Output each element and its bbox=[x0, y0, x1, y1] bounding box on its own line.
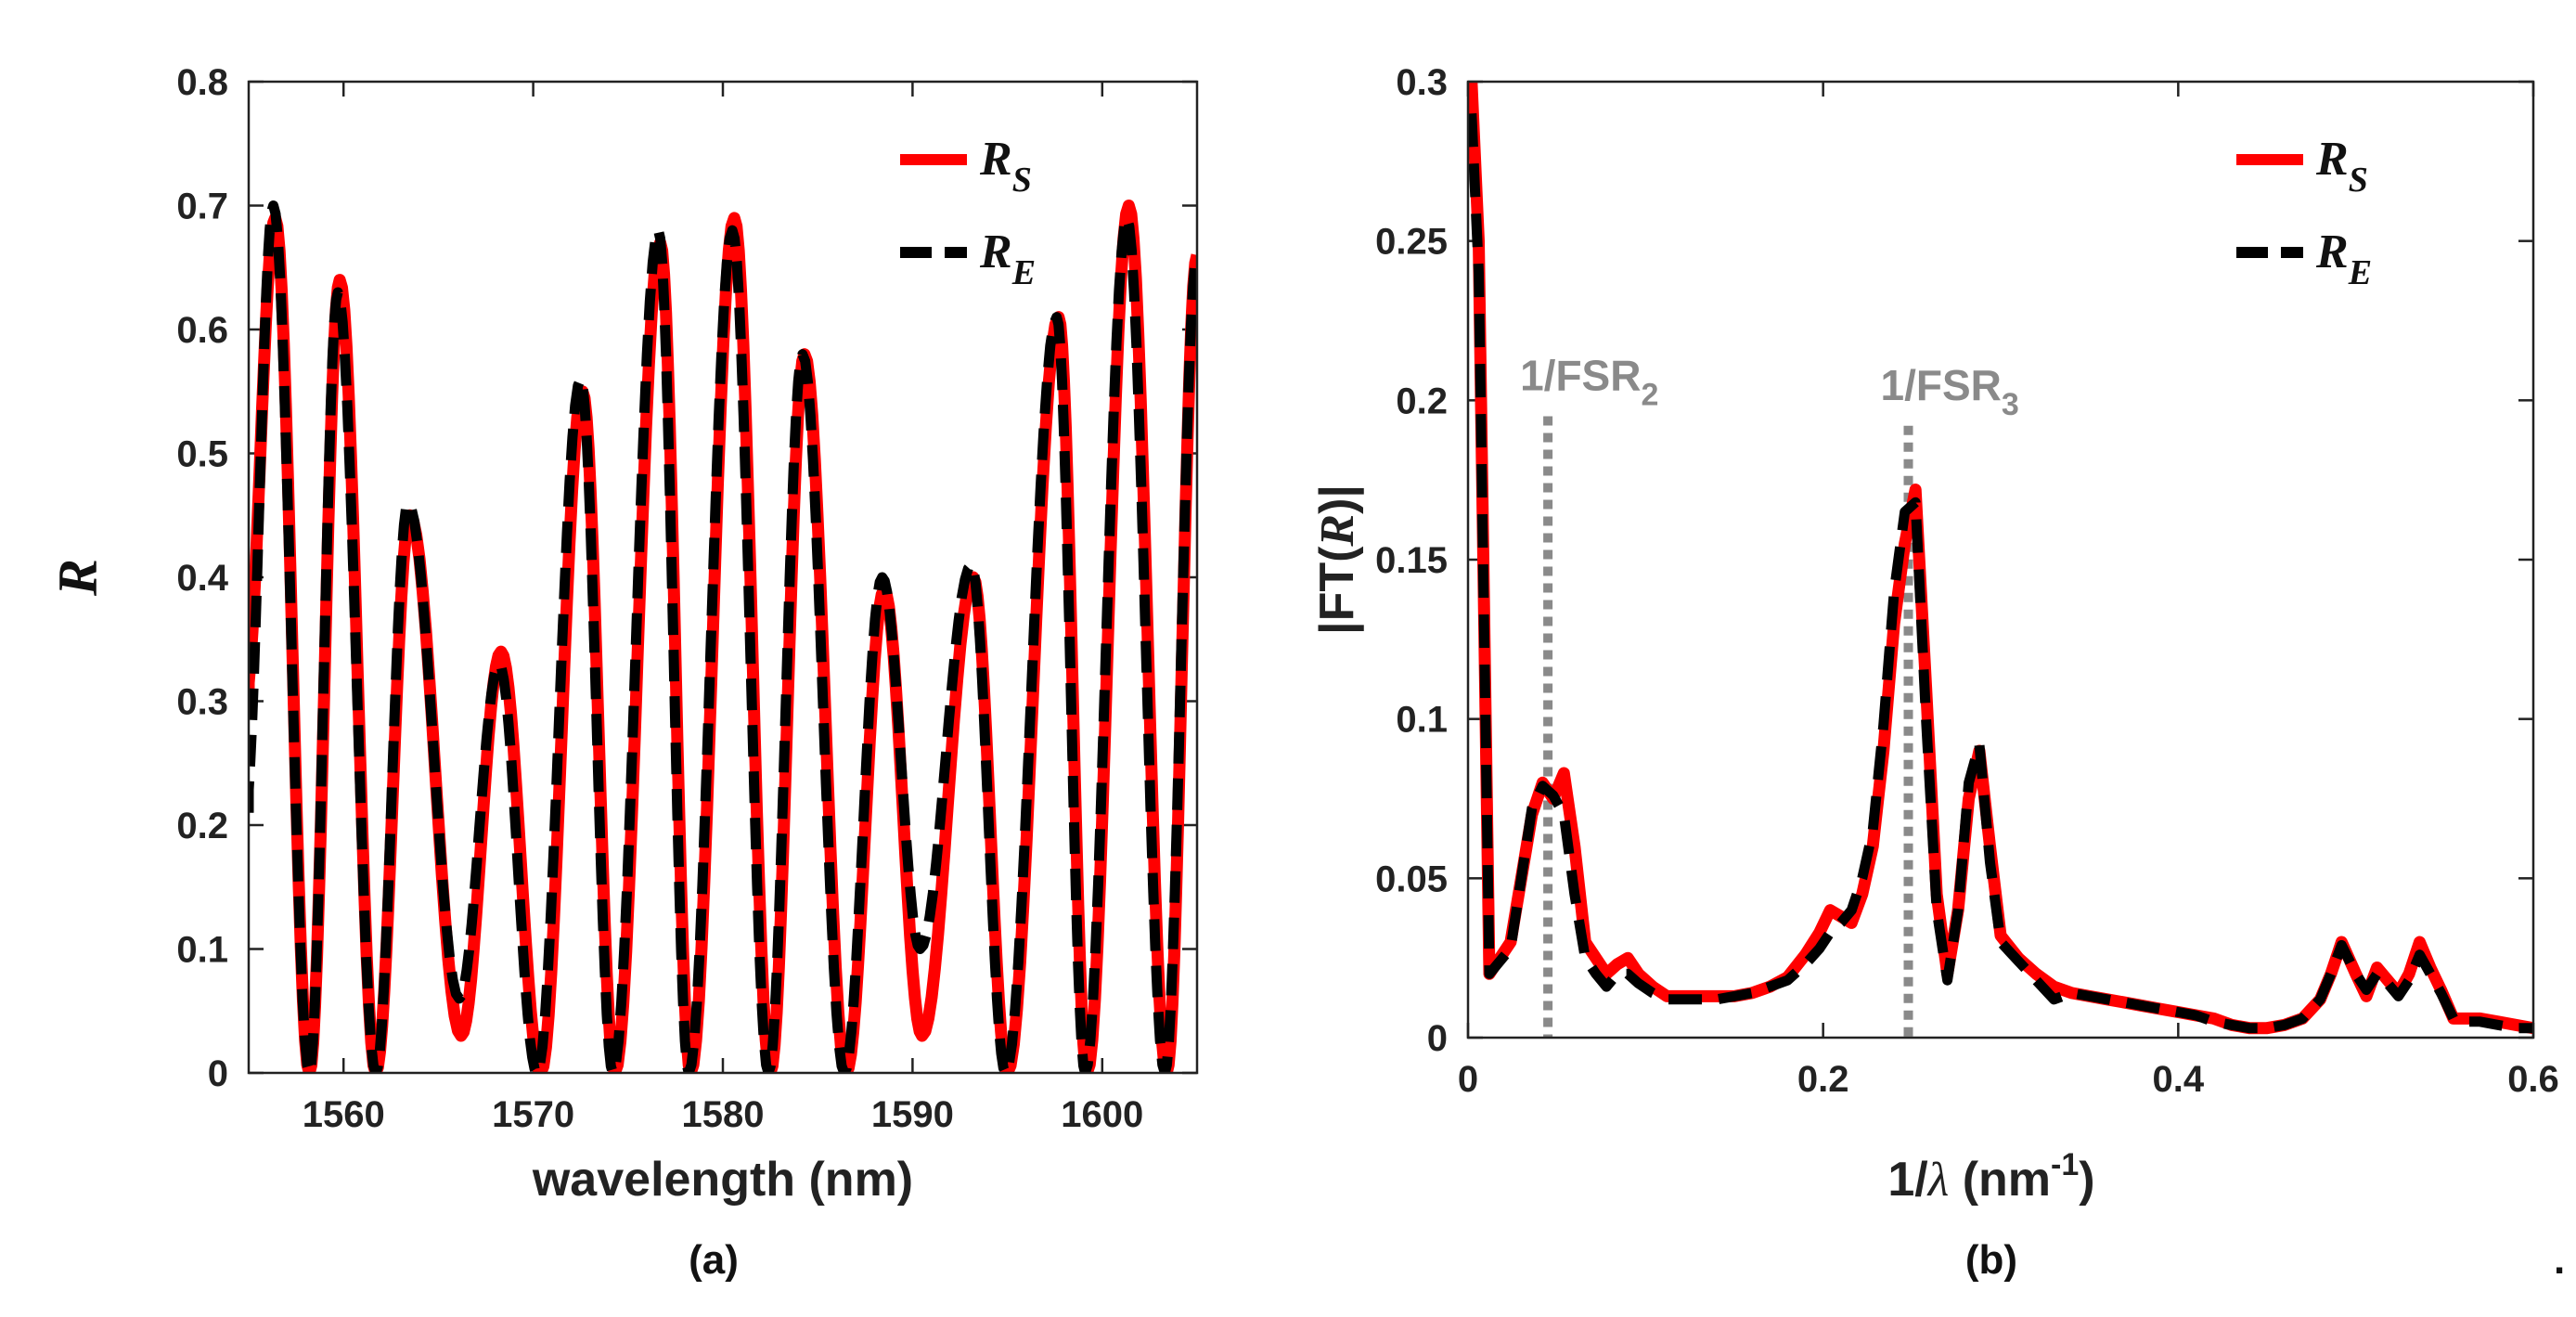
legend-sub: S bbox=[1012, 161, 1032, 200]
y-tick-label: 0.6 bbox=[176, 310, 228, 351]
x-tick-label: 1580 bbox=[682, 1094, 765, 1135]
trailing-mark: . bbox=[2554, 1237, 2565, 1283]
series-line-R_E bbox=[249, 200, 1197, 1073]
y-tick-label: 0.2 bbox=[176, 806, 228, 846]
x-tick-label: 0.2 bbox=[1797, 1059, 1849, 1100]
legend-entry: RS bbox=[2315, 133, 2368, 200]
panel-b-xlabel: 1/λ (nm-1) bbox=[1887, 1147, 2094, 1207]
y-tick-label: 0.3 bbox=[176, 682, 228, 723]
fsr-label-main: 1/FSR bbox=[1520, 352, 1641, 400]
b-xlabel-unit: (nm bbox=[1949, 1153, 2051, 1207]
y-tick-label: 0.5 bbox=[176, 434, 228, 475]
y-tick-label: 0.15 bbox=[1375, 540, 1448, 581]
y-tick-label: 0.2 bbox=[1396, 381, 1448, 421]
legend-entry: RE bbox=[979, 226, 1036, 292]
y-tick-label: 0.25 bbox=[1375, 222, 1448, 263]
legend-sub: E bbox=[2348, 253, 2372, 292]
panel-b-caption: (b) bbox=[1965, 1237, 2017, 1283]
b-xlabel-exp: -1 bbox=[2051, 1147, 2079, 1182]
legend-sub: S bbox=[2349, 161, 2368, 200]
legend-main: R bbox=[979, 226, 1012, 278]
b-ylabel-pre: |FT( bbox=[1310, 546, 1364, 635]
y-tick-label: 0.05 bbox=[1375, 859, 1448, 899]
y-tick-label: 0.1 bbox=[1396, 700, 1448, 741]
x-tick-label: 0.4 bbox=[2153, 1059, 2205, 1100]
fsr-label: 1/FSR3 bbox=[1881, 361, 2019, 422]
panel-a-ylabel: R bbox=[47, 559, 109, 597]
panel-b-ticks: 0 0.2 0.4 0.6 0 0.05 0.1 0.15 0.2 0.25 0.3 bbox=[1375, 62, 2559, 1100]
y-tick-label: 0.7 bbox=[176, 187, 228, 227]
panel-b-annotations: 1/FSR2 1/FSR3 bbox=[1520, 352, 2019, 1038]
b-xlabel-symbol: λ bbox=[1926, 1154, 1950, 1207]
x-tick-label: 1600 bbox=[1061, 1094, 1143, 1135]
panel-a-frame bbox=[247, 80, 1199, 1075]
fsr-label-sub: 3 bbox=[2002, 387, 2019, 422]
panel-a-series bbox=[249, 200, 1197, 1073]
panel-b: 0 0.2 0.4 0.600.050.10.150.20.250.3 1/FSR2 1… bbox=[1310, 62, 2559, 1283]
b-ylabel-var: R bbox=[1311, 514, 1364, 548]
y-tick-label: 0.1 bbox=[176, 930, 228, 971]
y-tick-label: 0 bbox=[208, 1053, 228, 1094]
legend-main: R bbox=[2315, 226, 2349, 278]
y-tick-label: 0.4 bbox=[176, 558, 228, 599]
b-xlabel-close: ) bbox=[2079, 1153, 2094, 1207]
x-tick-label: 0 bbox=[1458, 1059, 1478, 1100]
panel-a: 1560 1570 1580 1590 1600 0 0.1 0.2 0.3 0.4 0.5 0.6 0… bbox=[47, 62, 1199, 1283]
legend-main: R bbox=[2315, 133, 2349, 186]
panel-a-xlabel: wavelength (nm) bbox=[532, 1153, 913, 1207]
x-tick-label: 1570 bbox=[492, 1094, 574, 1135]
b-ylabel-post: )| bbox=[1310, 484, 1364, 514]
series-line-R_E bbox=[1468, 113, 2533, 1034]
y-tick-label: 0.3 bbox=[1396, 62, 1448, 103]
x-tick-label: 1560 bbox=[303, 1094, 385, 1135]
panel-b-series bbox=[1468, 82, 2533, 1035]
legend-main: R bbox=[979, 133, 1012, 186]
x-tick-label: 0.6 bbox=[2507, 1059, 2559, 1100]
y-tick-label: 0.8 bbox=[176, 62, 228, 103]
fsr-label-sub: 2 bbox=[1641, 378, 1658, 413]
fsr-label: 1/FSR2 bbox=[1520, 352, 1658, 413]
b-xlabel-main: 1/ bbox=[1887, 1153, 1927, 1207]
panel-a-ticks: 1560 1570 1580 1590 1600 0 0.1 0.2 0.3 0.4 0.5 0.6 0… bbox=[176, 62, 1197, 1135]
x-tick-label: 1590 bbox=[871, 1094, 954, 1135]
fsr-label-main: 1/FSR bbox=[1881, 361, 2002, 409]
series-line-R_S bbox=[1468, 82, 2533, 1035]
panel-b-ylabel: |FT(R)| bbox=[1310, 484, 1364, 635]
legend-entry: RE bbox=[2315, 226, 2372, 292]
legend-sub: E bbox=[1011, 253, 1036, 292]
y-tick-label: 0 bbox=[1427, 1018, 1448, 1059]
legend-entry: RS bbox=[979, 133, 1032, 200]
panel-b-frame bbox=[1466, 80, 2535, 1039]
panel-a-caption: (a) bbox=[689, 1237, 739, 1283]
